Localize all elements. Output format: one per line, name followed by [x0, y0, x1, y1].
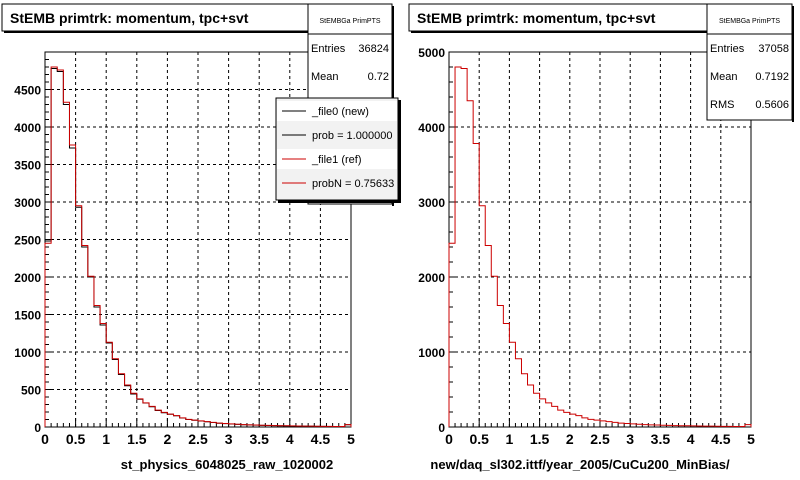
y-tick-label: 500 — [21, 384, 41, 398]
y-tick-label: 4000 — [14, 121, 41, 135]
grid-lines — [449, 52, 751, 427]
x-axis-label: st_physics_6048025_raw_1020002 — [121, 457, 334, 472]
stats-value: 0.5606 — [755, 99, 789, 111]
title-box-shadow — [411, 31, 709, 33]
stats-value: 0.72 — [368, 71, 389, 83]
x-tick-label: 4.5 — [311, 431, 331, 447]
histogram-panel-2: 0 0.5 1 1.5 2 2.5 3 3.5 4 4.5 5 0 1000 2000 3000 4000 50… — [408, 3, 794, 472]
histogram-panel-1: 0 0.5 1 1.5 2 2.5 3 3.5 4 4.5 5 0 500 1000 1500 2000 250… — [1, 3, 401, 472]
x-tick-label: 0 — [41, 431, 49, 447]
legend-entry-label: probN = 0.75633 — [312, 178, 394, 190]
x-tick-label: 0.5 — [66, 431, 86, 447]
y-tick-label: 3000 — [418, 196, 445, 210]
stats-box — [706, 3, 793, 121]
axes: 0 0.5 1 1.5 2 2.5 3 3.5 4 4.5 5 0 500 1000 1500 2000 250… — [14, 51, 355, 447]
legend-entry-label: _file1 (ref) — [311, 154, 362, 166]
y-tick-label: 4500 — [14, 84, 41, 98]
x-tick-label: 0.5 — [469, 431, 489, 447]
title-box — [1, 3, 311, 32]
stats-label: RMS — [710, 99, 734, 111]
y-tick-label: 5000 — [418, 46, 445, 60]
x-tick-label: 0 — [445, 431, 453, 447]
x-tick-label: 2.5 — [188, 431, 208, 447]
stats-label: Mean — [710, 71, 738, 83]
x-tick-label: 1.5 — [127, 431, 147, 447]
x-tick-label: 1 — [102, 431, 110, 447]
stats-label: Mean — [311, 71, 339, 83]
y-tick-label: 1000 — [14, 346, 41, 360]
stats-label: Entries — [311, 43, 346, 55]
x-tick-label: 5 — [347, 431, 355, 447]
y-tick-label: 0 — [438, 421, 445, 435]
chart-title: StEMB primtrk: momentum, tpc+svt — [417, 10, 656, 26]
stats-value: 36824 — [358, 43, 389, 55]
x-tick-label: 3 — [225, 431, 233, 447]
y-tick-label: 3500 — [14, 159, 41, 173]
x-tick-label: 3 — [626, 431, 634, 447]
x-tick-label: 5 — [747, 431, 755, 447]
x-tick-label: 4 — [286, 431, 294, 447]
y-tick-label: 2000 — [418, 271, 445, 285]
legend-shadow — [398, 100, 401, 202]
chart-title: StEMB primtrk: momentum, tpc+svt — [10, 10, 249, 26]
legend-shadow — [278, 200, 401, 203]
x-tick-label: 1 — [506, 431, 514, 447]
x-tick-label: 2 — [164, 431, 172, 447]
y-tick-label: 1500 — [14, 309, 41, 323]
x-tick-label: 4.5 — [711, 431, 731, 447]
stats-value: 0.7192 — [755, 71, 789, 83]
histogram-series-2 — [44, 66, 352, 427]
legend-row-bg — [277, 125, 397, 145]
y-tick-label: 2500 — [14, 234, 41, 248]
x-tick-label: 2.5 — [590, 431, 610, 447]
x-axis-label: new/daq_sl302.ittf/year_2005/CuCu200_Min… — [430, 457, 730, 472]
y-tick-label: 1000 — [418, 346, 445, 360]
title-box — [408, 3, 708, 32]
legend-entry-label: _file0 (new) — [311, 106, 369, 118]
legend-row-bg — [277, 101, 397, 121]
stats-label: Entries — [710, 43, 745, 55]
legend-entry-label: prob = 1.000000 — [312, 130, 392, 142]
y-tick-label: 3000 — [14, 196, 41, 210]
y-tick-label: 4000 — [418, 121, 445, 135]
x-tick-label: 1.5 — [530, 431, 550, 447]
x-tick-label: 2 — [566, 431, 574, 447]
stats-value: 37058 — [758, 43, 789, 55]
y-tick-label: 0 — [34, 421, 41, 435]
x-tick-label: 4 — [687, 431, 695, 447]
histogram-series-1 — [448, 66, 752, 427]
stats-name: StEMBGa PrimPTS — [319, 18, 380, 25]
legend: _file0 (new) prob = 1.000000 _file1 (ref) p… — [275, 97, 401, 203]
stats-box-shadow — [792, 6, 794, 122]
title-box-shadow — [4, 31, 312, 33]
y-tick-label: 2000 — [14, 271, 41, 285]
legend-row-bg — [277, 149, 397, 169]
x-tick-label: 3.5 — [651, 431, 671, 447]
stats-name: StEMBGa PrimPTS — [719, 18, 780, 25]
legend-row-bg — [277, 173, 397, 193]
axes: 0 0.5 1 1.5 2 2.5 3 3.5 4 4.5 5 0 1000 2000 3000 4000 50… — [418, 46, 755, 447]
x-tick-label: 3.5 — [249, 431, 269, 447]
